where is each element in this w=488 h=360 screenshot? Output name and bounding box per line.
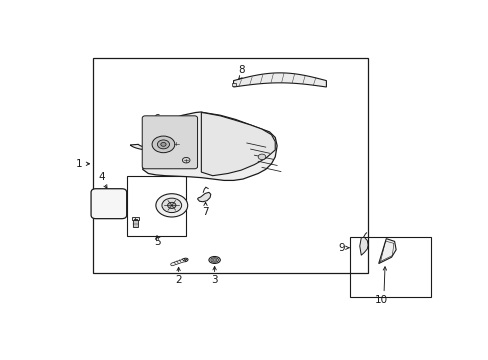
Text: 1: 1 [76,159,82,169]
FancyBboxPatch shape [142,116,197,169]
Bar [231,84,236,86]
Polygon shape [201,112,275,176]
Polygon shape [130,144,183,150]
Circle shape [156,194,187,217]
Text: 10: 10 [374,295,387,305]
Ellipse shape [208,257,220,264]
Bar [349,237,430,297]
Text: 2: 2 [175,275,182,285]
Text: 6: 6 [153,114,160,123]
Polygon shape [142,112,277,180]
Bar [93,58,367,273]
Text: 8: 8 [238,65,244,75]
Polygon shape [378,239,395,264]
Text: 9: 9 [337,243,344,253]
Text: 3: 3 [211,275,218,285]
FancyBboxPatch shape [91,189,126,219]
Polygon shape [233,73,326,87]
Bar [132,217,139,220]
Ellipse shape [182,258,188,262]
Circle shape [152,136,175,153]
Polygon shape [197,192,210,202]
Circle shape [161,143,166,146]
Text: 4: 4 [99,172,105,182]
Circle shape [258,154,265,159]
Circle shape [167,202,176,208]
Circle shape [157,140,169,149]
Text: 7: 7 [202,207,208,217]
Bar [133,220,138,227]
Circle shape [162,198,181,212]
Bar [127,176,186,236]
Ellipse shape [212,259,216,261]
Ellipse shape [210,258,218,262]
Polygon shape [359,237,367,255]
Text: 5: 5 [153,237,160,247]
Circle shape [182,157,189,163]
